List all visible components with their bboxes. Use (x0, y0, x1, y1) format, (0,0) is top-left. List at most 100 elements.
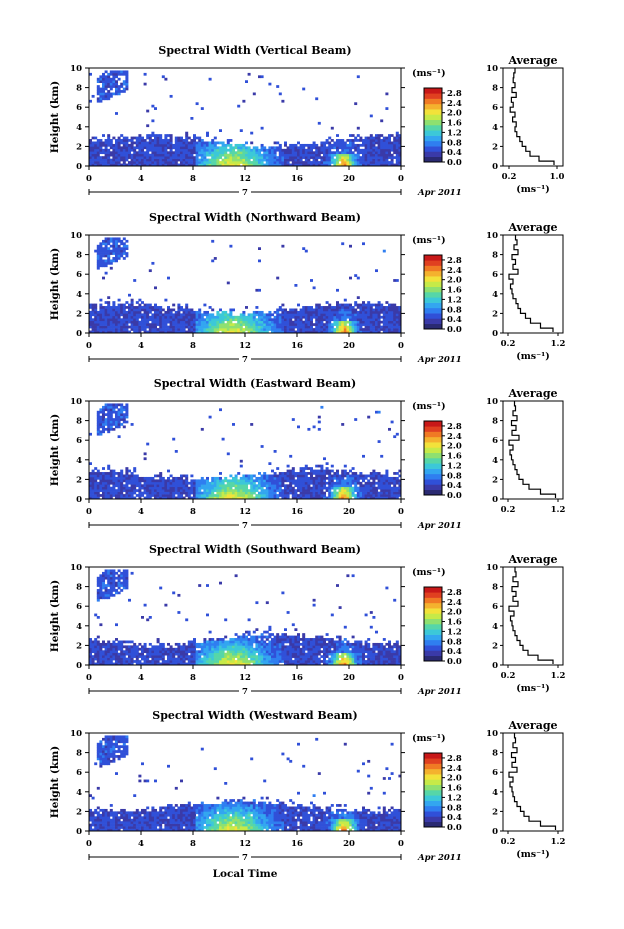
heatmap-cell (229, 153, 233, 157)
heatmap-cell (96, 264, 100, 268)
heatmap-cell (343, 491, 347, 495)
heatmap-cell (130, 318, 134, 322)
colorbar-segment (424, 297, 442, 303)
heatmap-cell (135, 315, 139, 319)
heatmap-cell (148, 662, 152, 666)
heatmap-cell (138, 479, 142, 483)
heatmap-cell (226, 647, 230, 651)
heatmap-cell (375, 330, 378, 334)
heatmap-cell (255, 494, 259, 497)
heatmap-cell (117, 139, 121, 142)
heatmap-cell (260, 476, 264, 480)
heatmap-cell (177, 481, 181, 485)
heatmap-cell (278, 486, 282, 490)
heatmap-cell (271, 313, 274, 317)
heatmap-cell (346, 494, 350, 497)
heatmap-cell (369, 489, 373, 492)
heatmap-cell (185, 306, 189, 309)
heatmap-cell (382, 494, 386, 497)
heatmap-cell (289, 148, 293, 152)
heatmap-cell (122, 325, 126, 329)
heatmap-cell (385, 489, 389, 492)
x-tick-label: 12 (239, 341, 251, 351)
heatmap-cell (94, 472, 98, 475)
heatmap-cell (102, 254, 105, 258)
heatmap-cell (120, 239, 124, 243)
heatmap-cell (369, 494, 373, 497)
heatmap-cell (229, 640, 233, 644)
heatmap-cell (258, 330, 261, 334)
heatmap-cell (338, 313, 342, 317)
heatmap-cell (213, 494, 217, 497)
heatmap-cell (91, 143, 95, 147)
heatmap-cell (115, 148, 118, 152)
heatmap-cell (120, 405, 124, 409)
heatmap-cell (333, 308, 337, 312)
heatmap-cell (135, 308, 139, 312)
heatmap-cell (200, 323, 204, 326)
heatmap-cell (369, 303, 373, 307)
heatmap-cell (328, 303, 332, 307)
heatmap-cell (211, 151, 215, 155)
heatmap-cell (91, 306, 95, 309)
heatmap-cell (312, 286, 316, 290)
heatmap-cell (247, 148, 251, 152)
heatmap-cell (172, 660, 176, 663)
average-y-tick-label: 10 (486, 397, 498, 407)
heatmap-cell (174, 141, 178, 145)
heatmap-cell (385, 146, 389, 150)
heatmap-cell (128, 143, 131, 147)
heatmap-cell (206, 330, 209, 334)
heatmap-cell (102, 650, 105, 654)
heatmap-cell (130, 650, 134, 654)
heatmap-cell (232, 328, 235, 331)
heatmap-cell (107, 430, 111, 434)
heatmap-cell (107, 423, 111, 426)
heatmap-cell (369, 141, 373, 145)
heatmap-cell (198, 148, 202, 152)
heatmap-cell (263, 476, 267, 480)
colorbar-segment (424, 307, 442, 314)
heatmap-cell (380, 484, 384, 488)
heatmap-cell (278, 481, 282, 485)
heatmap-cell (161, 323, 165, 326)
heatmap-cell (341, 148, 345, 152)
heatmap-cell (89, 320, 92, 324)
heatmap-cell (315, 146, 319, 150)
heatmap-cell (232, 638, 235, 641)
heatmap-cell (278, 325, 282, 329)
heatmap-cell (294, 151, 298, 155)
heatmap-cell (281, 244, 285, 248)
heatmap-cell (307, 153, 311, 157)
heatmap-cell (258, 161, 261, 164)
heatmap-cell (125, 244, 129, 248)
heatmap-cell (180, 645, 183, 649)
heatmap-cell (198, 308, 202, 312)
heatmap-cell (115, 410, 118, 414)
heatmap-cell (317, 315, 321, 319)
heatmap-cell (284, 325, 287, 329)
heatmap-cell (226, 494, 230, 497)
heatmap-cell (333, 472, 337, 475)
heatmap-cell (325, 476, 329, 480)
heatmap-cell (120, 650, 124, 654)
heatmap-cell (367, 163, 371, 167)
heatmap-cell (143, 452, 147, 456)
heatmap-cell (320, 158, 324, 162)
colorbar-segment (424, 281, 442, 288)
heatmap-cell (208, 484, 212, 488)
heatmap-cell (341, 496, 345, 500)
heatmap-cell (169, 330, 173, 334)
heatmap-cell (369, 148, 373, 152)
heatmap-cell (195, 479, 199, 483)
heatmap-cell (226, 330, 230, 334)
heatmap-cell (315, 491, 319, 495)
heatmap-cell (141, 153, 144, 157)
heatmap-cell (117, 569, 121, 573)
heatmap-cell (180, 146, 183, 150)
heatmap-cell (143, 645, 147, 649)
heatmap-cell (187, 325, 191, 329)
heatmap-cell (99, 303, 103, 307)
heatmap-cell (172, 146, 176, 150)
heatmap-cell (364, 330, 368, 334)
